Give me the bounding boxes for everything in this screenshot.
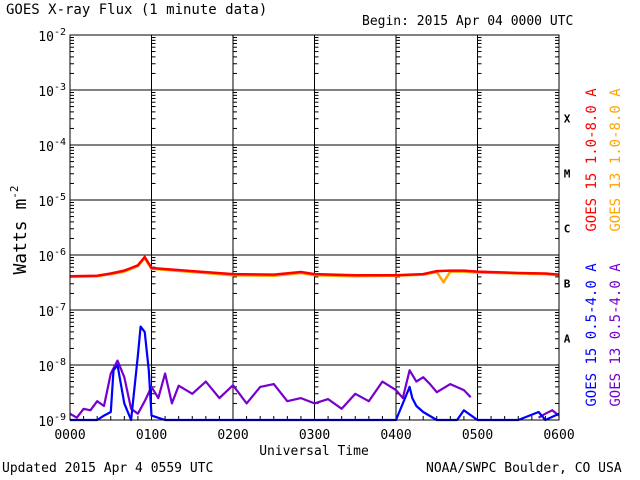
series-line: [69, 359, 472, 419]
y-tick-label: 10-4: [38, 137, 66, 155]
begin-time-label: Begin: 2015 Apr 04 0000 UTC: [362, 14, 574, 29]
x-tick-label: 0200: [217, 428, 248, 443]
svg-text:Watts m-2: Watts m-2: [8, 185, 31, 274]
chart-title: GOES X-ray Flux (1 minute data): [6, 2, 268, 18]
y-tick-label: 10-2: [38, 27, 66, 45]
legend-label: GOES 15 0.5-4.0 A: [584, 263, 600, 407]
legend-label: GOES 15 1.0-8.0 A: [584, 88, 600, 232]
y-tick-label: 10-5: [38, 192, 66, 210]
credit-label: NOAA/SWPC Boulder, CO USA: [426, 461, 622, 476]
y-tick-label: 10-8: [38, 357, 66, 375]
x-tick-label: 0600: [543, 428, 574, 443]
y-tick-label: 10-7: [38, 302, 66, 320]
flare-class-label: X: [564, 113, 571, 126]
flare-class-label: A: [564, 333, 571, 346]
flare-class-label: M: [564, 168, 571, 181]
x-tick-label: 0400: [380, 428, 411, 443]
x-tick-label: 0300: [299, 428, 330, 443]
y-axis-label: Watts m-2: [8, 185, 31, 274]
updated-timestamp: Updated 2015 Apr 4 0559 UTC: [2, 461, 214, 476]
x-tick-label: 0000: [54, 428, 85, 443]
series-line: [69, 255, 560, 278]
legend-label: GOES 13 0.5-4.0 A: [608, 263, 624, 407]
y-tick-label: 10-6: [38, 247, 66, 265]
flare-class-label: C: [564, 223, 571, 236]
x-tick-label: 0100: [136, 428, 167, 443]
plot-frame: [69, 34, 560, 421]
flare-class-label: B: [564, 278, 571, 291]
x-axis-label: Universal Time: [259, 444, 369, 459]
legend-label: GOES 13 1.0-8.0 A: [608, 88, 624, 232]
x-tick-label: 0500: [462, 428, 493, 443]
y-tick-label: 10-9: [38, 412, 66, 430]
y-tick-label: 10-3: [38, 82, 66, 100]
